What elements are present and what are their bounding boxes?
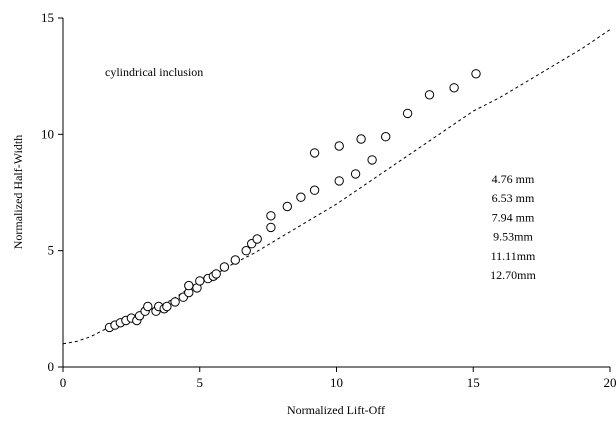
- data-point: [252, 234, 262, 244]
- x-tick-label: 15: [467, 375, 480, 390]
- data-point: [334, 176, 344, 186]
- x-ticks: 0 5 10 15 20: [60, 367, 616, 390]
- data-point: [241, 246, 251, 256]
- data-point: [471, 69, 481, 79]
- data-point: [170, 297, 180, 307]
- data-point: [381, 132, 391, 142]
- data-point: [266, 211, 276, 221]
- data-point: [309, 148, 320, 158]
- x-tick-label: 5: [197, 375, 204, 390]
- annotation-label: cylindrical inclusion: [105, 65, 203, 79]
- data-point: [356, 134, 366, 144]
- data-point: [402, 108, 413, 119]
- data-point: [296, 192, 306, 202]
- y-tick-label: 0: [48, 359, 55, 374]
- y-tick-label: 5: [48, 243, 55, 258]
- legend-label: 6.53 mm: [492, 191, 535, 205]
- data-point: [143, 301, 153, 312]
- data-point: [350, 169, 361, 179]
- legend-label: 7.94 mm: [492, 210, 535, 224]
- data-point: [195, 276, 205, 286]
- x-axis-title: Normalized Lift-Off: [287, 403, 385, 417]
- y-axis-title: Normalized Half-Width: [11, 135, 25, 249]
- y-tick-label: 15: [41, 10, 54, 25]
- data-point: [184, 280, 194, 291]
- data-point: [309, 185, 320, 195]
- legend-label: 4.76 mm: [492, 172, 535, 186]
- dashed-series-line: [62, 29, 611, 345]
- legend-labels: 4.76 mm 6.53 mm 7.94 mm 9.53mm 11.11mm 12.70m…: [490, 172, 536, 282]
- y-ticks: 0 5 10 15: [41, 10, 63, 374]
- data-point: [449, 83, 459, 93]
- data-point: [282, 201, 292, 212]
- x-tick-label: 10: [330, 375, 343, 390]
- x-tick-label: 20: [604, 375, 616, 390]
- data-point: [219, 262, 230, 272]
- x-tick-label: 0: [60, 375, 67, 390]
- data-point: [424, 90, 435, 100]
- points-group: [104, 69, 481, 333]
- data-point: [367, 155, 377, 165]
- legend-label: 11.11mm: [491, 249, 536, 263]
- legend-label: 12.70mm: [490, 268, 536, 282]
- data-point: [162, 301, 172, 312]
- y-tick-label: 10: [41, 126, 54, 141]
- data-point: [266, 222, 276, 233]
- legend-label: 9.53mm: [493, 230, 533, 244]
- data-point: [334, 141, 344, 151]
- data-point: [230, 255, 241, 265]
- dashed-curve-group: [62, 29, 611, 345]
- data-point: [211, 269, 221, 279]
